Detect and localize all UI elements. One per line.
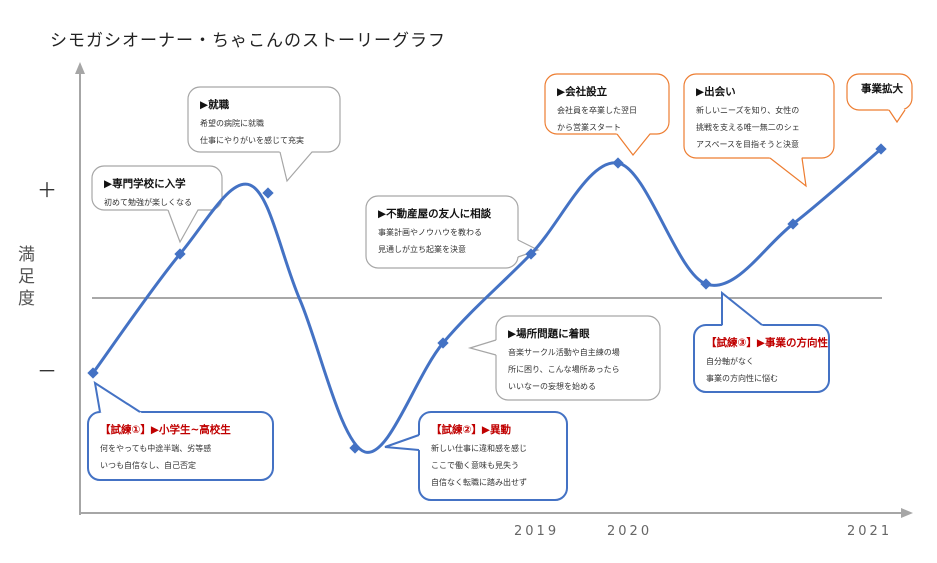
callout-box bbox=[683, 73, 835, 159]
callout-title: ▶場所問題に着眼 bbox=[508, 328, 590, 340]
callout-tail bbox=[165, 208, 198, 242]
year-label: 2020 bbox=[607, 524, 653, 539]
callout-box bbox=[544, 73, 670, 135]
callout-title: ▶専門学校に入学 bbox=[104, 178, 186, 190]
callout-pointer bbox=[721, 290, 763, 326]
callout-text: 【試練③】▶事業の方向性 自分軸がなく事業の方向性に悩む bbox=[706, 333, 828, 387]
callout-title: ▶不動産屋の友人に相談 bbox=[378, 208, 492, 220]
callout-text: ▶専門学校に入学 初めて勉強が楽しくなる bbox=[104, 174, 192, 211]
callout-line: アスペースを目指そうと決意 bbox=[696, 140, 800, 149]
callout-line: 初めて勉強が楽しくなる bbox=[104, 198, 192, 207]
callout-text: ▶就職希望の病院に就職仕事にやりがいを感じて充実 bbox=[200, 95, 304, 149]
callout-line: 挑戦を支える唯一無二のシェ bbox=[696, 123, 800, 132]
callout-text: 【試練②】▶異動新しい仕事に違和感を感じ ここで働く意味も見失う 自信なく転職に踏み… bbox=[431, 420, 527, 491]
callout-box bbox=[91, 165, 223, 211]
year-label: 2019 bbox=[514, 524, 560, 539]
page-title: シモガシオーナー・ちゃこんのストーリーグラフ bbox=[50, 31, 446, 51]
data-point-marker bbox=[437, 337, 449, 349]
callout-box bbox=[846, 73, 913, 111]
callout-pointer bbox=[888, 109, 906, 124]
callout-text: 【試練①】▶小学生~高校生 何をやっても中途半端、劣等感 いつも自信なし、自己否定 bbox=[100, 420, 231, 474]
callout-title: ▶会社設立 bbox=[557, 86, 608, 98]
callout-title: ▶就職 bbox=[200, 99, 230, 111]
callout-line: 事業の方向性に悩む bbox=[706, 374, 778, 383]
y-axis-label: 満足度 bbox=[18, 245, 35, 309]
callout-line: 見通しが立ち起業を決意 bbox=[378, 245, 466, 254]
x-axis-arrow-icon bbox=[901, 508, 913, 518]
callout-tail bbox=[470, 340, 499, 356]
callout-box bbox=[365, 195, 519, 269]
callout-line: ここで働く意味も見失う bbox=[431, 461, 519, 470]
callout-pointer bbox=[384, 434, 420, 451]
callout-line: いつも自信なし、自己否定 bbox=[100, 461, 196, 470]
callout-tail bbox=[615, 131, 650, 155]
y-axis-arrow-icon bbox=[75, 62, 85, 74]
data-point-marker bbox=[349, 442, 361, 454]
callout-box bbox=[87, 411, 274, 481]
callout-text: ▶出会い新しいニーズを知り、女性の 挑戦を支える唯一無二のシェ アスペースを目指そう… bbox=[696, 82, 800, 153]
year-label: 2021 bbox=[847, 524, 893, 539]
data-point-marker bbox=[525, 248, 537, 260]
callout-pointer bbox=[279, 151, 313, 183]
data-point-marker bbox=[700, 278, 712, 290]
callout-line: 新しい仕事に違和感を感じ bbox=[431, 444, 527, 453]
callout-line: から営業スタート bbox=[557, 123, 621, 132]
callout-pointer bbox=[93, 380, 141, 413]
callout-pointer bbox=[467, 339, 497, 356]
callout-line: 音楽サークル活動や自主練の場 bbox=[508, 348, 620, 357]
callout-title: 【試練②】▶異動 bbox=[431, 424, 511, 436]
callout-text: ▶場所問題に着眼音楽サークル活動や自主練の場 所に困り、こんな場所あったら いいなー… bbox=[508, 324, 620, 395]
callout-pointer bbox=[769, 157, 807, 188]
data-point-marker bbox=[612, 157, 624, 169]
minus-label: － bbox=[37, 359, 57, 383]
callout-text: ▶不動産屋の友人に相談 事業計画やノウハウを教わる 見通しが立ち起業を決意 bbox=[378, 204, 491, 258]
callout-tail bbox=[95, 383, 143, 414]
callout-line: 何をやっても中途半端、劣等感 bbox=[100, 444, 212, 453]
callout-line: いいなーの妄想を始める bbox=[508, 382, 596, 391]
callout-text: 事業拡大 bbox=[861, 79, 903, 99]
data-point-marker bbox=[787, 218, 799, 230]
callout-title: 事業拡大 bbox=[861, 83, 903, 95]
callout-title: 【試練③】▶事業の方向性 bbox=[706, 337, 828, 349]
callout-box bbox=[418, 411, 568, 501]
callout-line: 所に困り、こんな場所あったら bbox=[508, 365, 620, 374]
callout-tail bbox=[886, 107, 905, 122]
callout-line: 自分軸がなく bbox=[706, 357, 754, 366]
data-point-marker bbox=[875, 143, 887, 155]
callout-pointer bbox=[167, 209, 199, 244]
callout-text: ▶会社設立会社員を卒業した翌日 から営業スタート bbox=[557, 82, 637, 136]
data-point-marker bbox=[262, 187, 274, 199]
callout-tail bbox=[515, 239, 538, 257]
callout-line: 新しいニーズを知り、女性の bbox=[696, 106, 800, 115]
callout-box bbox=[495, 315, 661, 401]
callout-pointer bbox=[517, 239, 540, 258]
callout-pointer bbox=[616, 133, 651, 156]
callout-title: 【試練①】▶小学生~高校生 bbox=[100, 424, 231, 436]
callout-line: 希望の病院に就職 bbox=[200, 119, 264, 128]
callout-tail bbox=[385, 435, 422, 451]
callout-title: ▶出会い bbox=[696, 86, 736, 98]
callout-box bbox=[187, 86, 341, 153]
callout-line: 事業計画やノウハウを教わる bbox=[378, 228, 482, 237]
callout-line: 会社員を卒業した翌日 bbox=[557, 106, 637, 115]
callout-tail bbox=[277, 149, 312, 181]
data-point-marker bbox=[174, 248, 186, 260]
callout-line: 仕事にやりがいを感じて充実 bbox=[200, 136, 304, 145]
callout-line: 自信なく転職に踏み出せず bbox=[431, 478, 527, 487]
plus-label: ＋ bbox=[37, 178, 57, 202]
